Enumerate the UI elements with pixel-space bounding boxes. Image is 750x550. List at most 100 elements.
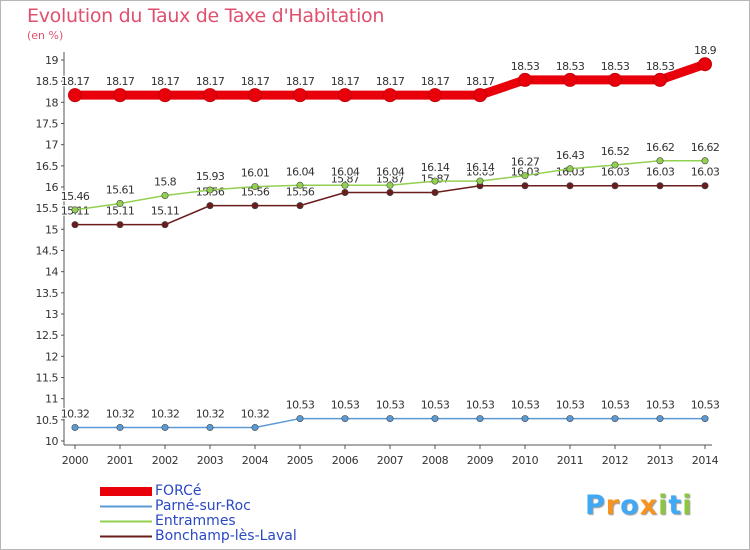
data-point-bonchamp-les-laval <box>566 182 574 190</box>
data-point-force <box>248 88 262 103</box>
data-label-entrammes: 16.27 <box>511 156 540 169</box>
chart-y-unit: (en %) <box>27 29 64 42</box>
data-point-entrammes <box>566 165 574 173</box>
data-point-entrammes <box>161 191 169 199</box>
y-tick-label: 17 <box>45 139 58 152</box>
legend-swatch-forcé <box>100 487 152 496</box>
data-point-parne-sur-roc <box>386 415 394 423</box>
data-label-entrammes: 16.04 <box>331 165 360 178</box>
data-label-force: 18.17 <box>241 75 270 88</box>
x-tick-label: 2003 <box>197 454 224 467</box>
data-point-parne-sur-roc <box>521 415 529 423</box>
data-point-parne-sur-roc <box>116 423 124 431</box>
data-point-bonchamp-les-laval <box>251 202 259 210</box>
x-tick-label: 2004 <box>242 454 269 467</box>
logo-letter: o <box>620 490 640 521</box>
y-tick-label: 11 <box>45 393 58 406</box>
data-label-parne-sur-roc: 10.53 <box>556 399 585 412</box>
data-point-force <box>473 88 487 103</box>
data-point-entrammes <box>296 181 304 189</box>
data-point-entrammes <box>701 157 709 165</box>
x-tick-label: 2013 <box>647 454 674 467</box>
data-label-parne-sur-roc: 10.53 <box>286 399 315 412</box>
data-point-bonchamp-les-laval <box>701 182 709 190</box>
x-tick-label: 2009 <box>467 454 494 467</box>
legend-item-entrammes: Entrammes <box>100 514 297 529</box>
data-label-bonchamp-les-laval: 15.87 <box>376 173 405 186</box>
data-label-parne-sur-roc: 10.53 <box>691 399 720 412</box>
data-point-force <box>383 88 397 103</box>
data-point-entrammes <box>656 157 664 165</box>
data-label-force: 18.53 <box>646 60 675 73</box>
y-tick-label: 19 <box>45 54 58 67</box>
data-point-force <box>698 57 712 72</box>
data-label-force: 18.17 <box>61 75 90 88</box>
data-label-parne-sur-roc: 10.53 <box>331 399 360 412</box>
data-label-bonchamp-les-laval: 16.03 <box>601 166 630 179</box>
data-label-entrammes: 16.62 <box>691 141 720 154</box>
x-tick-label: 2005 <box>287 454 314 467</box>
data-point-bonchamp-les-laval <box>521 182 529 190</box>
legend-item-bonchamp-les-laval: Bonchamp-lès-Laval <box>100 529 297 544</box>
data-label-parne-sur-roc: 10.32 <box>241 407 270 420</box>
legend-label-forcé: FORCé <box>155 483 202 499</box>
data-point-bonchamp-les-laval <box>296 202 304 210</box>
x-tick-label: 2006 <box>332 454 359 467</box>
data-point-bonchamp-les-laval <box>431 189 439 197</box>
data-point-entrammes <box>206 186 214 194</box>
data-point-entrammes <box>71 206 79 214</box>
data-point-parne-sur-roc <box>251 423 259 431</box>
logo-letter: r <box>605 490 621 521</box>
data-point-parne-sur-roc <box>656 415 664 423</box>
y-tick-label: 15 <box>45 223 58 236</box>
y-tick-label: 15.5 <box>36 202 59 215</box>
x-tick-label: 2000 <box>62 454 89 467</box>
data-label-force: 18.17 <box>286 75 315 88</box>
data-point-bonchamp-les-laval <box>656 182 664 190</box>
data-point-bonchamp-les-laval <box>386 189 394 197</box>
data-label-parne-sur-roc: 10.53 <box>421 399 450 412</box>
y-tick-label: 16 <box>45 181 58 194</box>
legend-swatch-parne-sur-roc <box>100 505 152 508</box>
data-label-entrammes: 16.52 <box>601 145 630 158</box>
data-label-parne-sur-roc: 10.53 <box>376 399 405 412</box>
legend-label-bonchamp-les-laval: Bonchamp-lès-Laval <box>155 528 297 544</box>
data-point-force <box>338 88 352 103</box>
chart-title: Evolution du Taux de Taxe d'Habitation <box>27 5 385 27</box>
data-label-force: 18.53 <box>601 60 630 73</box>
legend-item-parne-sur-roc: Parné-sur-Roc <box>100 499 297 514</box>
data-label-bonchamp-les-laval: 16.03 <box>691 166 720 179</box>
data-point-bonchamp-les-laval <box>116 221 124 229</box>
y-tick-label: 10.5 <box>36 414 59 427</box>
data-point-entrammes <box>611 161 619 169</box>
data-label-parne-sur-roc: 10.32 <box>196 407 225 420</box>
data-point-bonchamp-les-laval <box>206 202 214 210</box>
legend-swatch-entrammes <box>100 520 152 523</box>
proxiti-logo: Proxiti <box>585 490 693 521</box>
data-label-entrammes: 16.43 <box>556 149 585 162</box>
data-label-parne-sur-roc: 10.32 <box>106 407 135 420</box>
data-point-bonchamp-les-laval <box>71 221 79 229</box>
logo-letter: i <box>658 490 669 521</box>
data-point-entrammes <box>116 200 124 208</box>
data-label-entrammes: 16.04 <box>286 165 315 178</box>
data-label-force: 18.17 <box>151 75 180 88</box>
data-label-force: 18.17 <box>421 75 450 88</box>
logo-letter: t <box>668 490 683 521</box>
x-tick-label: 2011 <box>557 454 583 467</box>
data-point-force <box>68 88 82 103</box>
legend-item-forcé: FORCé <box>100 484 297 499</box>
data-point-entrammes <box>521 172 529 180</box>
data-label-entrammes: 15.46 <box>61 190 90 203</box>
data-point-parne-sur-roc <box>341 415 349 423</box>
data-point-force <box>113 88 127 103</box>
y-tick-label: 10 <box>45 435 58 448</box>
data-label-bonchamp-les-laval: 15.87 <box>331 173 360 186</box>
data-label-bonchamp-les-laval: 16.03 <box>466 166 495 179</box>
y-tick-label: 11.5 <box>36 372 59 385</box>
data-label-force: 18.17 <box>331 75 360 88</box>
x-tick-label: 2012 <box>602 454 628 467</box>
y-tick-label: 14 <box>45 266 58 279</box>
data-point-parne-sur-roc <box>206 423 214 431</box>
data-point-force <box>518 72 532 87</box>
